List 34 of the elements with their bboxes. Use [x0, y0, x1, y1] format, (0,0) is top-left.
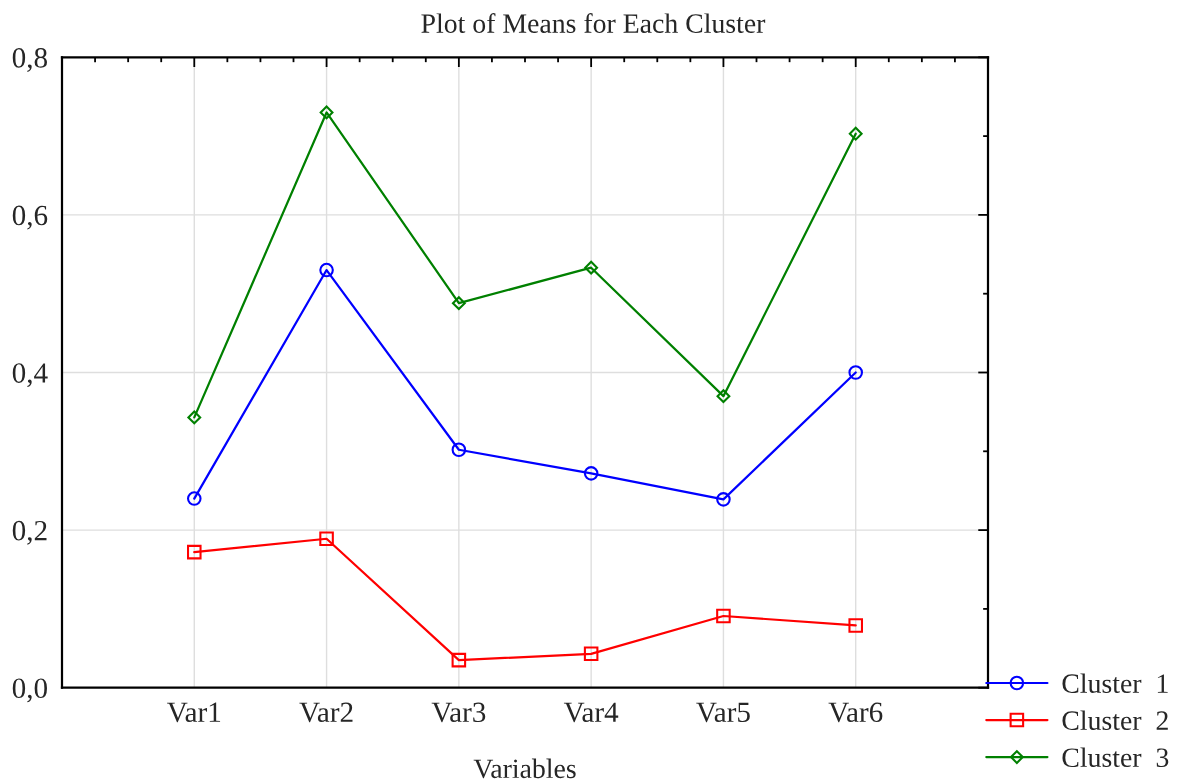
y-tick-label: 0,0	[12, 678, 47, 703]
point	[583, 646, 599, 662]
legend-label: Cluster 1	[1062, 673, 1168, 693]
legend-label: Cluster 3	[1062, 747, 1169, 768]
x-tick-label: Var6	[828, 702, 883, 723]
point	[451, 296, 466, 311]
point	[584, 260, 599, 275]
point	[848, 365, 863, 380]
legend-label: Cluster 2	[1062, 710, 1168, 731]
point	[319, 105, 334, 120]
y-tick-label: 0,4	[12, 363, 48, 388]
point	[187, 544, 202, 560]
x-tick-label: Var2	[299, 702, 353, 723]
chart-title: Plot of Means for Each Cluster	[421, 13, 766, 33]
point	[583, 466, 599, 481]
point	[848, 618, 863, 633]
point	[716, 492, 731, 507]
x-tick-label: Var1	[167, 702, 221, 723]
y-tick-label: 0,8	[12, 48, 47, 72]
x-tick-label: Var4	[563, 702, 619, 723]
point	[716, 389, 731, 404]
x-tick-label: Var3	[431, 702, 486, 723]
x-axis-title: Variables	[473, 758, 576, 779]
y-tick-label: 0,2	[12, 520, 47, 545]
y-tick-label: 0,6	[12, 205, 48, 230]
point	[319, 262, 334, 278]
point	[319, 531, 334, 547]
point	[716, 608, 731, 624]
point	[848, 126, 863, 141]
point	[187, 491, 202, 506]
point	[451, 652, 467, 668]
point	[187, 410, 202, 425]
x-tick-label: Var5	[696, 702, 750, 723]
point	[451, 442, 467, 458]
